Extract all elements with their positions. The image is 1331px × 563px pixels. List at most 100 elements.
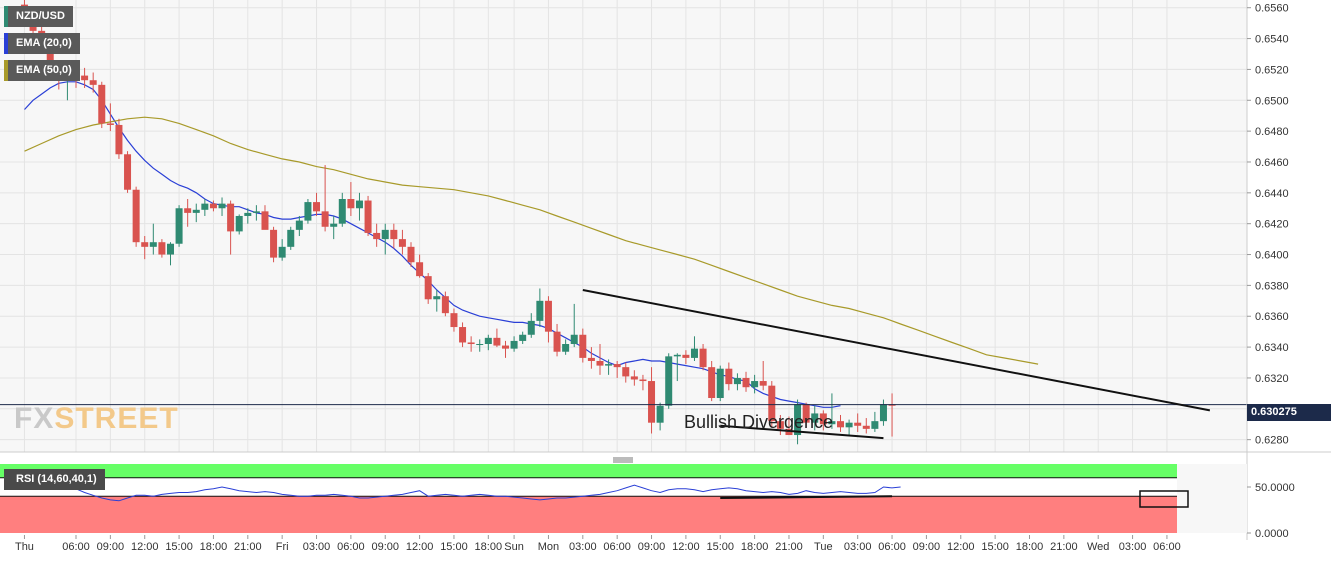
candle	[364, 195, 372, 237]
price-tick-label: 0.6320	[1255, 373, 1289, 385]
candle-body	[235, 215, 243, 232]
time-tick-label: Wed	[1087, 541, 1109, 553]
time-tick-label: Sun	[504, 541, 524, 553]
candle-body	[115, 124, 123, 155]
candle-body	[802, 404, 810, 423]
candle	[579, 328, 587, 363]
time-tick-label: 09:00	[638, 541, 666, 553]
candle	[493, 328, 501, 348]
candle	[89, 72, 97, 93]
time-tick-label: Tue	[814, 541, 833, 553]
time-tick-label: 06:00	[878, 541, 906, 553]
candle-body	[768, 385, 776, 422]
candle-body	[570, 334, 578, 345]
current-price-tag: 0.630275	[1247, 404, 1331, 421]
candle-body	[596, 360, 604, 366]
candle	[605, 359, 613, 375]
candle	[716, 365, 724, 402]
price-tick-label: 0.6520	[1255, 64, 1289, 76]
candle-body	[776, 421, 784, 429]
candle	[407, 242, 415, 267]
time-tick-label: 09:00	[371, 541, 399, 553]
candle-body	[321, 211, 329, 227]
candle	[828, 393, 836, 429]
candle-body	[845, 422, 853, 428]
pane-resize-handle[interactable]	[613, 457, 633, 463]
time-tick-label: 21:00	[1050, 541, 1078, 553]
candle	[158, 239, 166, 258]
candle-body	[244, 212, 252, 216]
price-tick-label: 0.6340	[1255, 342, 1289, 354]
candle-body	[227, 203, 235, 232]
candle-body	[106, 123, 114, 125]
candle	[355, 192, 363, 221]
candle	[106, 103, 114, 132]
candle	[373, 223, 381, 247]
time-tick-label: Mon	[538, 541, 559, 553]
price-tick-label: 0.6400	[1255, 250, 1289, 262]
time-tick-label: 12:00	[406, 541, 434, 553]
ema20-legend[interactable]: EMA (20,0)	[4, 33, 80, 54]
candle	[725, 362, 733, 391]
time-tick-label: 18:00	[1016, 541, 1044, 553]
candle-body	[751, 381, 759, 388]
candle	[751, 374, 759, 394]
ema50-line	[24, 116, 1039, 365]
candle	[175, 205, 183, 247]
candle-body	[381, 229, 389, 240]
trendlines	[582, 289, 1211, 440]
candle	[81, 67, 89, 88]
candle	[252, 205, 260, 221]
candle-body	[690, 348, 698, 358]
candle-body	[562, 344, 570, 352]
candle	[115, 118, 123, 159]
candle	[270, 226, 278, 263]
candle	[527, 313, 535, 338]
candle-body	[141, 242, 149, 247]
candle	[347, 182, 355, 216]
time-tick-label: 09:00	[97, 541, 125, 553]
candle-body	[166, 243, 174, 255]
rsi-legend[interactable]: RSI (14,60,40,1)	[4, 469, 105, 490]
candle-body	[837, 421, 845, 428]
candle-body	[871, 421, 879, 429]
time-tick-label: 21:00	[775, 541, 803, 553]
time-tick-label: 18:00	[741, 541, 769, 553]
candle	[596, 344, 604, 375]
time-tick-label: 03:00	[844, 541, 872, 553]
rsi-pane: 50.0000 0.0000	[0, 464, 1295, 540]
candle-body	[742, 377, 750, 388]
candle-body	[209, 203, 217, 209]
price-tick-label: 0.6440	[1255, 188, 1289, 200]
candle	[502, 340, 509, 358]
candle	[862, 418, 870, 434]
price-lower-low-trendline	[720, 424, 884, 440]
candle	[519, 331, 527, 345]
ema-lines	[24, 81, 1039, 408]
time-tick-label: 12:00	[672, 541, 700, 553]
candle-body	[304, 202, 312, 221]
candle	[819, 410, 827, 431]
candle	[879, 399, 887, 426]
candle	[398, 229, 406, 255]
candle	[665, 353, 673, 409]
price-tick-label: 0.6560	[1255, 3, 1289, 15]
candle-body	[794, 404, 802, 436]
candle	[209, 200, 217, 212]
symbol-label[interactable]: NZD/USD	[4, 6, 73, 27]
bullish-divergence-annotation: Bullish Divergence	[684, 412, 834, 432]
candle-body	[819, 413, 827, 425]
time-tick-label: 06:00	[337, 541, 365, 553]
candle-body	[828, 421, 836, 425]
time-tick-label: 15:00	[165, 541, 193, 553]
price-tick-label: 0.6460	[1255, 157, 1289, 169]
candle-body	[192, 209, 200, 213]
candle	[149, 223, 157, 255]
candle-body	[854, 422, 862, 426]
price-pane	[0, 0, 1247, 452]
candle	[416, 254, 424, 278]
descending-resistance-trendline	[582, 289, 1211, 412]
candle	[759, 360, 767, 391]
ema50-legend[interactable]: EMA (50,0)	[4, 60, 80, 81]
price-tick-label: 0.6420	[1255, 219, 1289, 231]
